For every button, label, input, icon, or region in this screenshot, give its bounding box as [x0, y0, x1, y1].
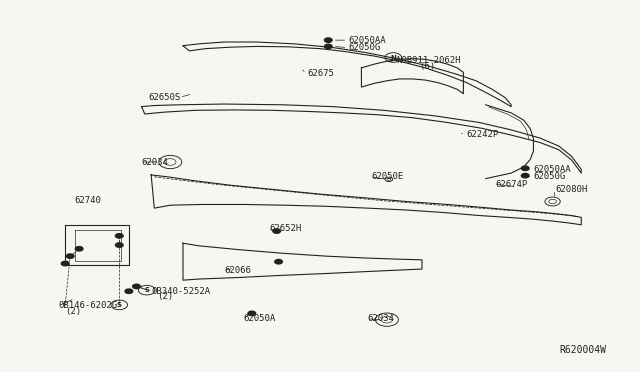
- Text: S: S: [116, 302, 122, 308]
- Circle shape: [522, 166, 529, 170]
- Circle shape: [324, 38, 332, 42]
- Text: 62650S: 62650S: [148, 93, 180, 102]
- Text: 0B146-6202G: 0B146-6202G: [59, 301, 118, 311]
- Circle shape: [76, 247, 83, 251]
- Text: (2): (2): [157, 292, 173, 301]
- Text: S: S: [144, 287, 149, 293]
- Text: 62242P: 62242P: [467, 130, 499, 139]
- Circle shape: [67, 254, 74, 259]
- Text: 62675: 62675: [307, 69, 334, 78]
- Text: 62050E: 62050E: [371, 172, 403, 181]
- Text: 62050AA: 62050AA: [534, 165, 571, 174]
- Text: 62652H: 62652H: [269, 224, 301, 233]
- Circle shape: [115, 234, 123, 238]
- Circle shape: [248, 311, 255, 315]
- Text: (2): (2): [65, 307, 81, 316]
- Text: 62066: 62066: [225, 266, 252, 275]
- Text: 62050A: 62050A: [244, 314, 276, 323]
- Circle shape: [273, 229, 280, 233]
- Circle shape: [125, 289, 132, 294]
- Text: 62050G: 62050G: [349, 43, 381, 52]
- Text: 62050AA: 62050AA: [349, 36, 387, 45]
- Text: 62080H: 62080H: [556, 185, 588, 194]
- Text: 0B340-5252A: 0B340-5252A: [151, 287, 211, 296]
- Text: 62034: 62034: [368, 314, 395, 323]
- Circle shape: [61, 261, 69, 266]
- Text: (6): (6): [419, 61, 435, 71]
- Circle shape: [275, 260, 282, 264]
- Text: R620004W: R620004W: [559, 345, 606, 355]
- Text: N: N: [390, 55, 396, 61]
- Circle shape: [115, 243, 123, 247]
- Circle shape: [522, 173, 529, 178]
- Circle shape: [132, 284, 140, 289]
- Text: 62740: 62740: [75, 196, 102, 205]
- Circle shape: [324, 44, 332, 49]
- Text: 62034: 62034: [141, 157, 168, 167]
- Text: N0B911-2062H: N0B911-2062H: [396, 56, 461, 65]
- Text: 62050G: 62050G: [534, 172, 566, 181]
- Text: 62674P: 62674P: [495, 180, 527, 189]
